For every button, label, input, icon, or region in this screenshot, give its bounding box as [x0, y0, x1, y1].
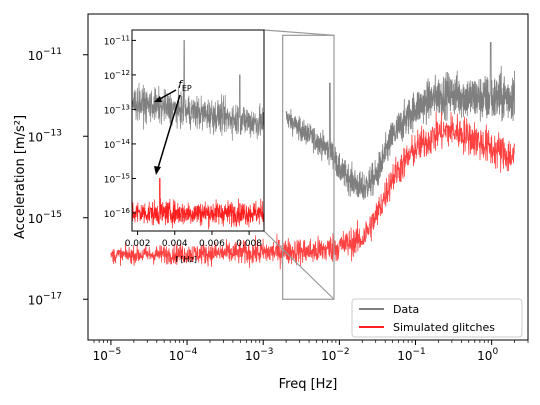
- x-tick-label: 10−2: [321, 347, 350, 363]
- legend-label-simulated-glitches: Simulated glitches: [393, 321, 495, 334]
- inset-y-ticks: 10−11 10−12 10−13 10−14 10−15 10−16: [102, 34, 136, 220]
- inset-y-tick-label: 10−14: [104, 138, 131, 151]
- legend: Data Simulated glitches: [351, 298, 523, 338]
- inset-axes-frame: [131, 29, 265, 232]
- inset-y-label-backing: [102, 68, 131, 82]
- fep-arrow-data-head: [154, 96, 162, 102]
- series-simulated-glitches-line: [110, 111, 515, 270]
- x-tick-label: 10−3: [245, 347, 274, 363]
- inset-x-axis-label: f [Hz]: [175, 255, 197, 264]
- inset-x-tick-label: 0.002: [125, 239, 151, 249]
- x-tick-label: 100: [477, 347, 498, 363]
- inset-x-tick-label: 0.008: [236, 239, 262, 249]
- zoom-connector-bottom: [263, 230, 335, 300]
- legend-box: [351, 298, 523, 338]
- inset-x-tick-label: 0.006: [199, 239, 225, 249]
- inset-y-label-backing: [102, 172, 131, 186]
- fep-label-sub: EP: [182, 84, 192, 93]
- x-axis-label: Freq [Hz]: [279, 377, 338, 392]
- x-tick-label: 10−5: [93, 347, 122, 363]
- inset-plot-area: [132, 40, 264, 230]
- zoom-connector-top: [263, 29, 335, 36]
- main-x-ticks: 10−5 10−4 10−3 10−2 10−1 100: [93, 340, 529, 363]
- main-y-ticks: 10−11 10−13 10−15 10−17: [28, 47, 88, 307]
- inset-x-ticks: 0.002 0.004 0.006 0.008: [125, 231, 262, 249]
- legend-label-data: Data: [393, 303, 419, 316]
- fep-arrow-data: [157, 89, 177, 101]
- main-axes-frame: [87, 13, 529, 341]
- fep-label-base: f: [178, 78, 184, 91]
- x-tick-label: 10−1: [397, 347, 426, 363]
- y-axis-label: Acceleration [m/s²]: [13, 115, 28, 239]
- inset-series-data-line: [132, 40, 264, 141]
- y-tick-label: 10−13: [28, 128, 62, 144]
- zoom-region-box: [282, 34, 335, 300]
- fep-annotation: fEP: [154, 78, 192, 175]
- series-data-line: [285, 42, 515, 200]
- inset-x-tick-label: 0.004: [162, 239, 188, 249]
- main-plot-area: [110, 42, 515, 270]
- inset-y-label-backing: [102, 206, 132, 220]
- inset-y-label-backing: [102, 137, 132, 151]
- inset-y-label-backing: [102, 103, 131, 117]
- inset-y-tick-label: 10−11: [104, 34, 130, 47]
- fep-arrow-glitch: [157, 94, 181, 169]
- y-tick-label: 10−17: [28, 291, 62, 307]
- inset-series-simulated-glitches-line: [132, 178, 264, 230]
- x-tick-label: 10−4: [169, 347, 198, 363]
- inset-y-tick-label: 10−12: [104, 69, 130, 82]
- inset-y-tick-label: 10−16: [104, 207, 131, 220]
- fep-arrow-glitch-head: [154, 166, 161, 175]
- y-tick-label: 10−15: [28, 210, 62, 226]
- fep-label: fEP: [178, 78, 192, 93]
- inset-background: [132, 30, 264, 231]
- inset-y-tick-label: 10−15: [104, 172, 130, 185]
- y-tick-label: 10−11: [28, 47, 62, 63]
- inset-y-label-backing: [102, 34, 131, 48]
- zoom-indicator: [263, 29, 335, 300]
- inset-y-tick-label: 10−13: [104, 103, 130, 116]
